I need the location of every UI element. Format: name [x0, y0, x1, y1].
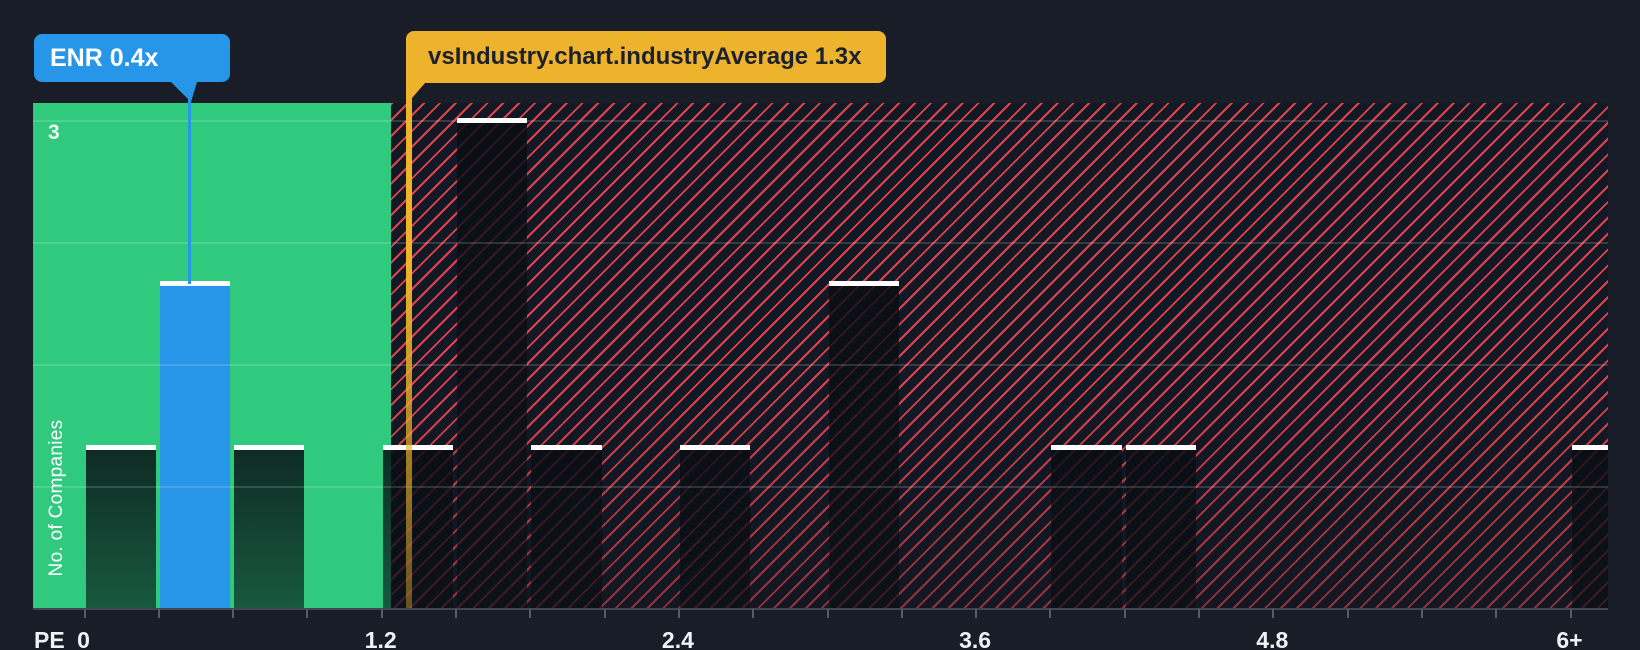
x-axis-tick [157, 609, 160, 618]
company-marker-line [188, 84, 191, 284]
x-axis-label-6+: 6+ [1556, 627, 1583, 650]
bar-pe-1.5-1.8[interactable] [457, 118, 528, 608]
industry-average-tooltip: vsIndustry.chart.industryAverage 1.3x [406, 31, 886, 105]
x-axis-tick [232, 609, 235, 618]
bar-pe-6-6.3[interactable] [1571, 444, 1608, 608]
bar-pe-3-3.3[interactable] [828, 281, 899, 608]
y-axis-title: No. of Companies [46, 419, 67, 577]
company-bar-pe-0.3-0.6[interactable] [159, 281, 231, 608]
bar-pe-1.2-1.5[interactable] [382, 444, 453, 608]
x-axis-label-2.4: 2.4 [661, 627, 694, 650]
bar-pe-1.8-2.1[interactable] [531, 444, 602, 608]
x-axis-tick [1569, 609, 1572, 618]
x-axis-tick [1346, 609, 1349, 618]
x-axis-tick [1420, 609, 1423, 618]
gridline [33, 486, 1608, 488]
x-axis-tick [677, 609, 680, 618]
x-axis-tick [1123, 609, 1126, 618]
gridlines-layer [33, 103, 1608, 608]
x-axis-title: PE [34, 627, 65, 650]
x-axis-tick [529, 609, 532, 618]
bar-pe-2.4-2.7[interactable] [679, 444, 751, 608]
bar-pe-0-0.3[interactable] [85, 444, 156, 608]
bars-layer [33, 103, 1608, 608]
x-axis-tick [900, 609, 903, 618]
x-axis-tick [380, 609, 383, 618]
x-axis-label-3.6: 3.6 [959, 627, 992, 650]
x-axis-tick [306, 609, 309, 618]
bar-pe-3.9-4.2[interactable] [1051, 444, 1122, 608]
bar-pe-4.2-4.5[interactable] [1125, 444, 1196, 608]
x-axis-tick [826, 609, 829, 618]
x-axis-label-4.8: 4.8 [1256, 627, 1289, 650]
x-axis-tick [83, 609, 86, 618]
x-axis-label-0: 0 [77, 627, 90, 650]
bar-pe-0.6-0.9[interactable] [234, 444, 305, 608]
company-tooltip: ENR 0.4x [34, 34, 230, 102]
x-axis-line [33, 608, 1608, 610]
x-axis-label-1.2: 1.2 [364, 627, 397, 650]
gridline [33, 120, 1608, 122]
x-axis-tick [1272, 609, 1275, 618]
gridline [33, 242, 1608, 244]
above-average-hatched-zone [391, 103, 1608, 608]
y-axis-tick-label: 3 [48, 121, 60, 144]
x-axis-tick [752, 609, 755, 618]
x-axis-tick [455, 609, 457, 618]
x-axis-tick [1495, 609, 1498, 618]
x-axis-tick [603, 609, 606, 618]
industry-average-marker-line [406, 80, 412, 608]
x-axis-tick [1198, 609, 1200, 618]
x-axis-tick [1049, 609, 1052, 618]
gridline [33, 364, 1608, 366]
chart-plot-area: 3 No. of Companies [33, 103, 1608, 608]
x-axis-tick [975, 609, 978, 618]
